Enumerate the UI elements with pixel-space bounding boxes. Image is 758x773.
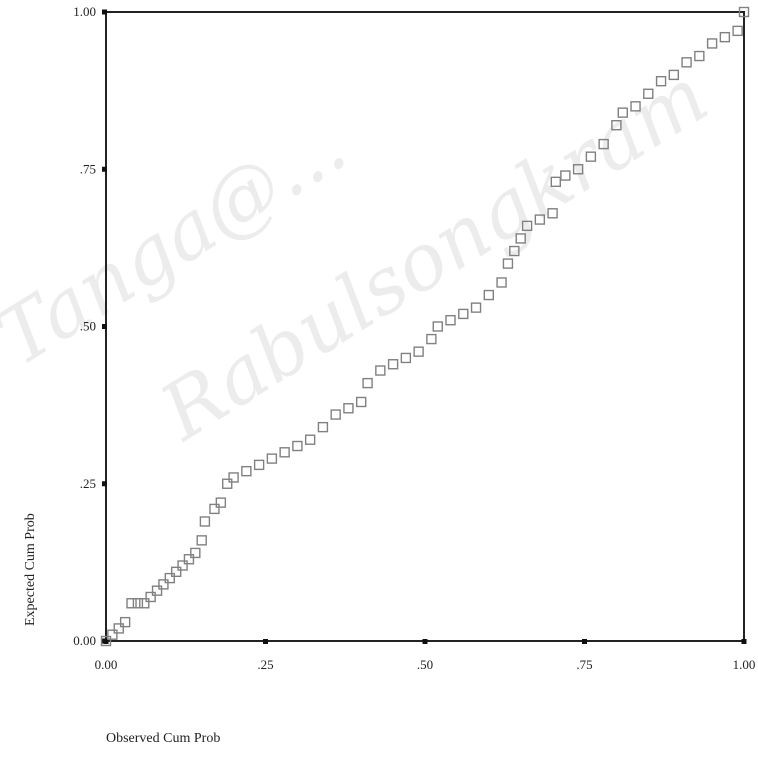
data-point bbox=[387, 359, 399, 370]
data-points bbox=[100, 6, 750, 647]
data-point bbox=[362, 377, 373, 389]
y-tick-label: 1.00 bbox=[73, 4, 96, 19]
data-point bbox=[145, 591, 156, 603]
data-point bbox=[119, 616, 131, 628]
y-tick-label: .25 bbox=[80, 476, 96, 491]
x-tick-label: .75 bbox=[576, 657, 592, 672]
data-point bbox=[547, 208, 558, 219]
data-point bbox=[706, 38, 718, 49]
y-tick-mark bbox=[102, 9, 107, 15]
y-tick-mark bbox=[102, 481, 107, 487]
y-tick-label: 0.00 bbox=[73, 633, 96, 648]
data-point bbox=[199, 516, 211, 527]
x-axis: 0.00 .25 .50 .75 1.00 bbox=[95, 639, 756, 672]
data-point bbox=[253, 459, 265, 471]
x-tick-mark bbox=[263, 639, 268, 644]
data-point bbox=[470, 302, 482, 313]
data-point bbox=[719, 31, 731, 43]
data-point bbox=[681, 57, 692, 68]
data-point bbox=[317, 421, 329, 433]
data-point bbox=[655, 75, 667, 87]
data-point bbox=[375, 365, 386, 376]
data-point bbox=[643, 88, 654, 99]
data-point bbox=[170, 566, 182, 578]
data-point bbox=[158, 579, 169, 590]
data-point bbox=[215, 497, 227, 508]
data-point bbox=[151, 585, 163, 596]
y-axis: 0.00 .25 .50 .75 1.00 bbox=[73, 4, 107, 648]
data-point bbox=[617, 107, 628, 118]
data-point bbox=[292, 440, 303, 452]
data-point bbox=[177, 560, 188, 571]
data-point bbox=[668, 69, 680, 81]
y-tick-mark bbox=[102, 166, 107, 172]
data-point bbox=[209, 503, 220, 515]
data-point bbox=[413, 346, 424, 357]
data-point bbox=[585, 151, 597, 162]
data-point bbox=[598, 138, 609, 150]
data-point bbox=[496, 277, 507, 288]
x-tick-mark bbox=[422, 639, 428, 644]
data-point bbox=[432, 321, 443, 332]
data-point bbox=[483, 289, 494, 301]
data-point bbox=[196, 535, 207, 546]
data-point bbox=[515, 233, 526, 244]
data-point bbox=[611, 120, 622, 131]
data-point bbox=[228, 472, 239, 483]
data-point bbox=[356, 396, 367, 408]
data-point bbox=[445, 315, 456, 326]
data-point bbox=[521, 220, 533, 232]
data-point bbox=[732, 25, 743, 37]
data-point bbox=[572, 164, 584, 175]
data-point bbox=[694, 50, 705, 62]
y-axis-title: Expected Cum Prob bbox=[23, 513, 38, 626]
data-point bbox=[266, 453, 278, 464]
data-point bbox=[222, 478, 233, 489]
x-tick-label: 1.00 bbox=[733, 657, 756, 672]
data-point bbox=[126, 598, 137, 609]
data-point bbox=[164, 572, 176, 584]
data-point bbox=[738, 6, 750, 18]
data-point bbox=[139, 598, 150, 609]
data-point bbox=[279, 447, 290, 458]
data-point bbox=[113, 623, 124, 634]
y-tick-mark bbox=[102, 324, 107, 329]
data-point bbox=[241, 465, 252, 477]
data-point bbox=[190, 547, 201, 559]
x-tick-label: .50 bbox=[417, 657, 433, 672]
data-point bbox=[400, 352, 412, 364]
y-tick-label: .50 bbox=[80, 319, 96, 334]
data-point bbox=[107, 629, 118, 640]
data-point bbox=[100, 635, 112, 647]
x-axis-title: Observed Cum Prob bbox=[106, 731, 220, 746]
data-point bbox=[343, 403, 354, 414]
data-point bbox=[426, 333, 437, 345]
data-point bbox=[132, 598, 144, 609]
x-tick-label: .25 bbox=[257, 657, 273, 672]
data-point bbox=[502, 258, 514, 269]
x-tick-mark bbox=[103, 639, 109, 644]
data-point bbox=[304, 434, 316, 445]
data-point bbox=[509, 245, 520, 257]
x-tick-mark bbox=[741, 639, 747, 644]
x-tick-mark bbox=[582, 639, 587, 644]
data-point bbox=[458, 308, 469, 320]
x-tick-label: 0.00 bbox=[95, 657, 118, 672]
y-tick-label: .75 bbox=[80, 161, 96, 176]
data-point bbox=[550, 176, 561, 188]
data-point bbox=[630, 101, 641, 112]
data-point bbox=[330, 409, 341, 420]
data-point bbox=[183, 554, 195, 565]
data-point bbox=[560, 170, 571, 181]
data-point bbox=[534, 214, 546, 225]
